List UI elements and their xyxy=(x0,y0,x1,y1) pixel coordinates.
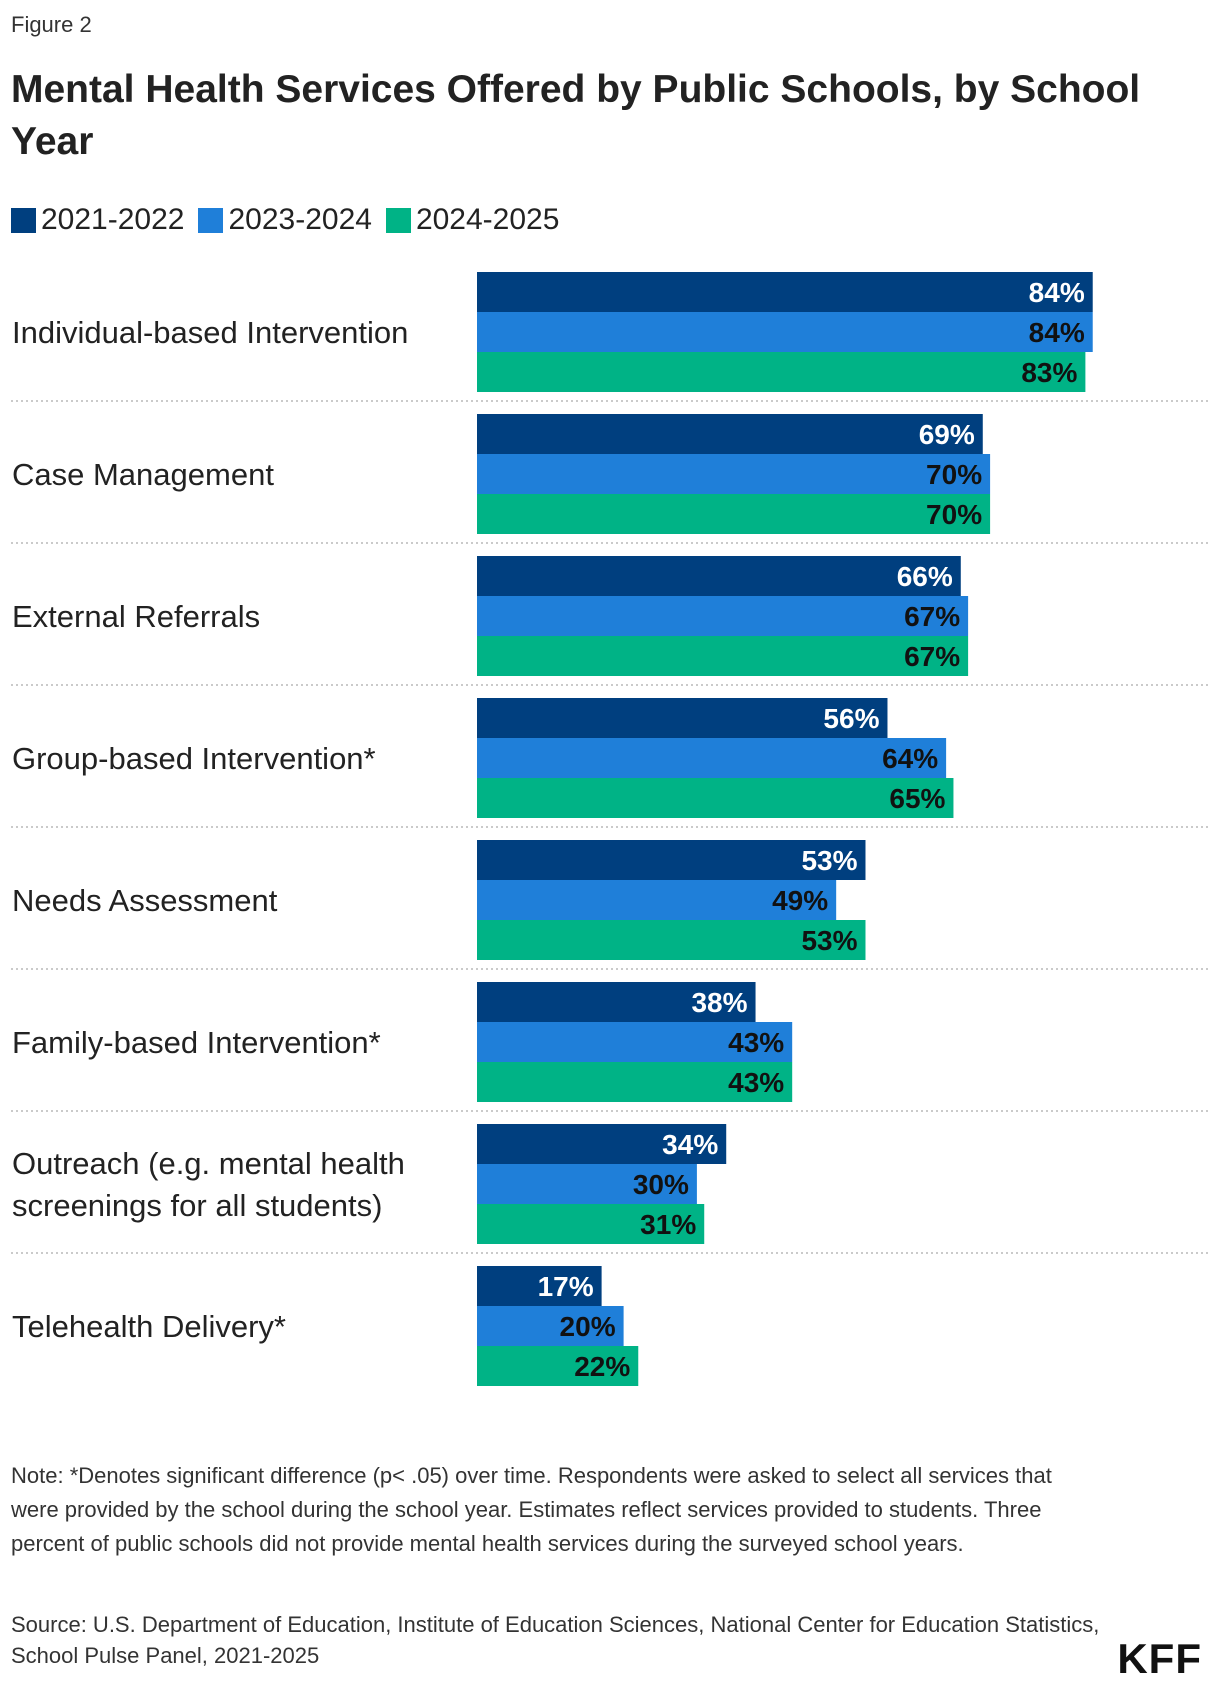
category-label: Case Management xyxy=(12,457,274,492)
data-label: 17% xyxy=(538,1271,594,1302)
bar-2023-2024 xyxy=(477,312,1093,352)
category-label: Family-based Intervention* xyxy=(12,1025,381,1060)
bar-2021-2022 xyxy=(477,698,888,738)
data-label: 70% xyxy=(926,499,982,530)
data-label: 30% xyxy=(633,1169,689,1200)
bar-2023-2024 xyxy=(477,454,991,494)
category-label: External Referrals xyxy=(12,599,260,634)
bar-2024-2025 xyxy=(477,494,991,534)
bar-2021-2022 xyxy=(477,272,1093,312)
data-label: 83% xyxy=(1021,357,1077,388)
figure-label: Figure 2 xyxy=(11,12,92,37)
bar-2023-2024 xyxy=(477,596,969,636)
data-label: 53% xyxy=(801,845,857,876)
legend-item-2021-2022: 2021-2022 xyxy=(11,203,184,237)
kff-logo: KFF xyxy=(1117,1635,1202,1682)
data-label: 84% xyxy=(1029,317,1085,348)
chart-note: Note: *Denotes significant difference (p… xyxy=(11,1463,1052,1556)
data-label: 20% xyxy=(560,1311,616,1342)
legend-label-2021-2022: 2021-2022 xyxy=(41,203,185,236)
category-label: Telehealth Delivery* xyxy=(12,1309,286,1344)
bar-2023-2024 xyxy=(477,1306,624,1346)
bar-2023-2024 xyxy=(477,880,837,920)
legend-label-2024-2025: 2024-2025 xyxy=(415,203,560,236)
legend: 2021-2022 2023-2024 2024-2025 xyxy=(11,203,573,237)
data-label: 38% xyxy=(691,987,747,1018)
bar-2023-2024 xyxy=(477,1022,793,1062)
data-label: 43% xyxy=(728,1067,784,1098)
data-label: 67% xyxy=(904,641,960,672)
legend-item-2024-2025: 2024-2025 xyxy=(385,203,560,237)
data-label: 22% xyxy=(574,1351,630,1382)
bar-chart-plot: Individual-based Intervention 84% 84% 83% Ca… xyxy=(11,272,1208,1386)
bar-2024-2025 xyxy=(477,1062,793,1102)
bar-2024-2025 xyxy=(477,1346,639,1386)
bar-2024-2025 xyxy=(477,1204,705,1244)
bar-2024-2025 xyxy=(477,920,866,960)
data-label: 66% xyxy=(897,561,953,592)
category-label: Individual-based Intervention xyxy=(12,315,408,350)
bar-2021-2022 xyxy=(477,1266,602,1306)
data-label: 84% xyxy=(1029,277,1085,308)
legend-item-2023-2024: 2023-2024 xyxy=(198,203,372,237)
data-label: 69% xyxy=(919,419,975,450)
data-label: 65% xyxy=(889,783,945,814)
chart-source: Source: U.S. Department of Education, In… xyxy=(11,1612,1100,1668)
data-label: 70% xyxy=(926,459,982,490)
bar-2021-2022 xyxy=(477,1124,727,1164)
data-label: 56% xyxy=(823,703,879,734)
bar-2021-2022 xyxy=(477,840,866,880)
bar-2024-2025 xyxy=(477,352,1086,392)
data-label: 67% xyxy=(904,601,960,632)
data-label: 34% xyxy=(662,1129,718,1160)
bar-2021-2022 xyxy=(477,414,983,454)
legend-label-2023-2024: 2023-2024 xyxy=(228,203,372,236)
bar-2021-2022 xyxy=(477,556,961,596)
data-label: 43% xyxy=(728,1027,784,1058)
legend-swatch-2021-2022 xyxy=(11,207,36,233)
data-label: 31% xyxy=(640,1209,696,1240)
bar-2021-2022 xyxy=(477,982,756,1022)
data-label: 49% xyxy=(772,885,828,916)
category-label: screenings for all students) xyxy=(12,1188,382,1223)
category-label: Group-based Intervention* xyxy=(12,741,376,776)
bar-2023-2024 xyxy=(477,1164,697,1204)
legend-swatch-2023-2024 xyxy=(198,207,224,233)
bar-2024-2025 xyxy=(477,636,969,676)
bar-2024-2025 xyxy=(477,778,954,818)
bar-2023-2024 xyxy=(477,738,947,778)
category-label: Needs Assessment xyxy=(12,883,278,918)
data-label: 64% xyxy=(882,743,938,774)
data-label: 53% xyxy=(801,925,857,956)
category-label: Outreach (e.g. mental health xyxy=(12,1146,405,1181)
legend-swatch-2024-2025 xyxy=(385,207,411,233)
chart-title: Mental Health Services Offered by Public… xyxy=(11,68,1141,163)
